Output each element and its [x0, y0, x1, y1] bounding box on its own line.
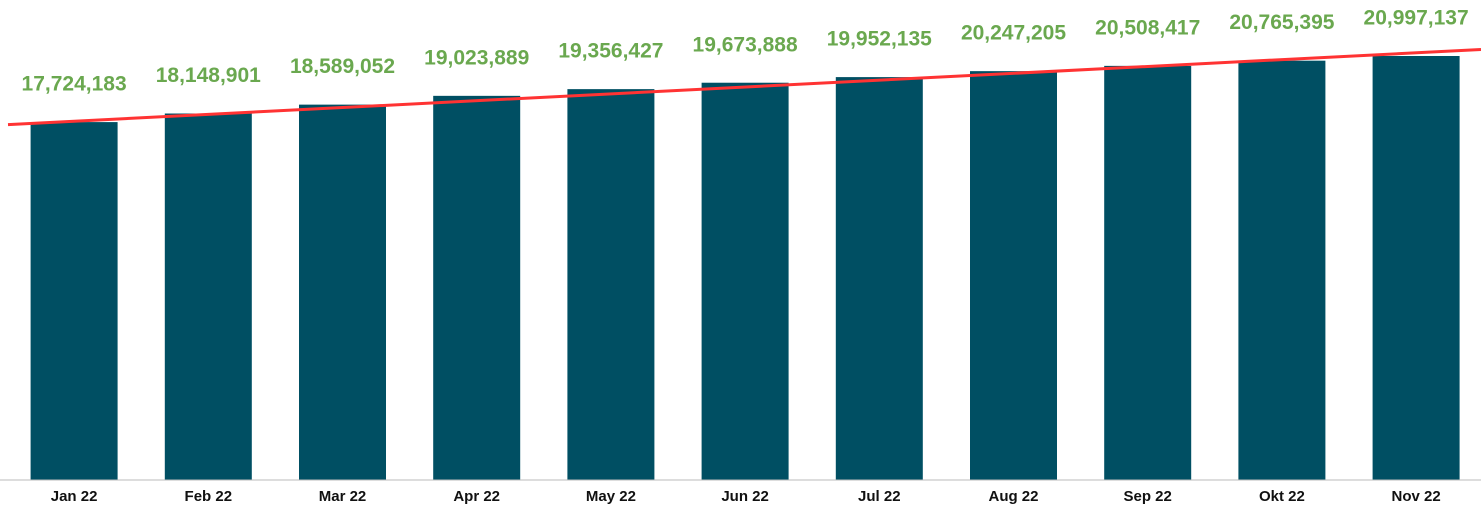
x-tick-label: Jan 22: [51, 488, 98, 505]
value-label: 17,724,183: [22, 73, 127, 96]
bar: [970, 71, 1057, 480]
value-label: 19,952,135: [827, 28, 932, 51]
value-label: 20,247,205: [961, 22, 1066, 45]
bar: [1238, 60, 1326, 480]
trend-line: [7, 47, 1481, 127]
bar: [567, 89, 655, 481]
value-label: 20,997,137: [1364, 7, 1469, 30]
value-label: 19,356,427: [558, 40, 663, 63]
x-tick-label: Sep 22: [1124, 488, 1172, 505]
value-label: 18,589,052: [290, 55, 395, 78]
bar: [164, 113, 252, 481]
bar: [1372, 56, 1460, 480]
x-tick-label: Aug 22: [988, 488, 1038, 505]
bar: [701, 82, 789, 480]
x-tick-label: Jul 22: [858, 488, 901, 505]
bar: [30, 122, 118, 481]
bar: [299, 104, 386, 480]
value-label: 20,508,417: [1095, 16, 1200, 39]
value-label: 18,148,901: [156, 64, 261, 87]
x-tick-label: May 22: [586, 488, 636, 505]
x-tick-label: Mar 22: [319, 488, 367, 505]
x-tick-label: Nov 22: [1391, 488, 1440, 505]
bar: [1104, 65, 1192, 480]
x-tick-label: Jun 22: [721, 488, 769, 505]
value-label: 19,673,888: [693, 33, 798, 56]
value-label: 19,023,889: [424, 46, 529, 69]
x-tick-label: Feb 22: [185, 488, 233, 505]
bar: [433, 95, 521, 480]
bar: [835, 77, 923, 481]
value-label: 20,765,395: [1229, 11, 1334, 34]
x-tick-label: Apr 22: [453, 488, 500, 505]
x-tick-label: Okt 22: [1259, 488, 1305, 505]
